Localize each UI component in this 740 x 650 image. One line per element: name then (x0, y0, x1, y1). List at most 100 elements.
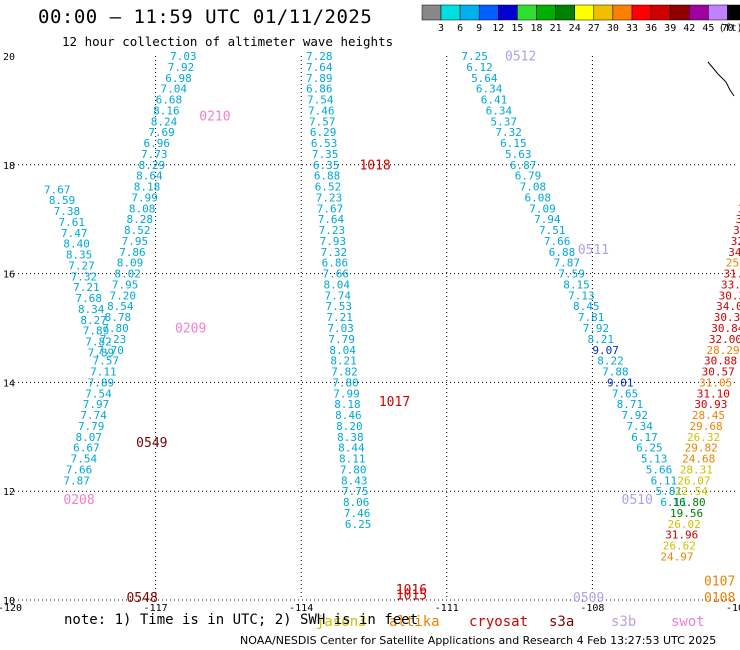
swh-reading: 7.80 (332, 376, 359, 389)
pass-label-1018: 1018 (359, 159, 390, 174)
swh-reading: 7.86 (119, 246, 146, 259)
swh-reading: 8.02 (114, 268, 141, 281)
swh-reading: 7.09 (529, 202, 556, 215)
swh-reading: 29.82 (685, 442, 718, 455)
legend-tick-39: 39 (664, 23, 676, 34)
legend-tick-6: 6 (457, 23, 463, 34)
legend-swatch-33 (631, 4, 652, 21)
swh-reading: 26.02 (668, 518, 701, 531)
swh-reading: 8.18 (134, 181, 161, 194)
y-tick-label: 16 (3, 270, 15, 281)
swh-reading: 7.08 (520, 181, 547, 194)
legend-tick-15: 15 (511, 23, 523, 34)
swh-reading: 8.34 (78, 303, 105, 316)
swh-reading: 30.39 (714, 311, 740, 324)
legend-swatch-9 (478, 4, 499, 21)
pass-label-0107: 0107 (704, 575, 735, 590)
swh-reading: 7.89 (83, 325, 110, 338)
legend-swatch-42 (689, 4, 709, 21)
legend-tick-42: 42 (683, 23, 695, 34)
swh-reading: 8.27 (80, 314, 107, 327)
pass-label-0512: 0512 (505, 50, 536, 65)
swh-reading: 34.2 (736, 213, 740, 226)
swh-reading: 8.40 (63, 238, 90, 251)
pass-label-0510: 0510 (622, 493, 653, 508)
x-tick-label: -114 (289, 603, 313, 614)
swh-reading: 8.28 (126, 213, 153, 226)
swh-reading: 30.93 (694, 398, 727, 411)
swh-reading: 7.59 (558, 268, 585, 281)
y-tick-label: 20 (3, 52, 15, 63)
swh-reading: 6.67 (73, 442, 100, 455)
legend-tick-24: 24 (569, 23, 581, 34)
satellite-legend-cryosat: cryosat (469, 614, 528, 630)
swh-reading: 8.64 (136, 170, 163, 183)
swh-reading: 7.53 (325, 300, 352, 313)
y-tick-label: 10 (3, 596, 15, 607)
pass-label-1016: 1016 (396, 583, 427, 598)
swh-reading: 26.32 (687, 431, 720, 444)
swh-reading: 7.92 (168, 61, 195, 74)
legend-swatch-24 (574, 4, 595, 21)
swh-reading: 32. (738, 202, 740, 215)
swh-reading: 7.92 (622, 409, 649, 422)
swh-reading: 7.66 (323, 268, 350, 281)
swh-reading: 8.09 (117, 257, 144, 270)
swh-reading: 6.11 (660, 496, 687, 509)
swh-reading: 7.80 (102, 322, 129, 335)
swh-reading: 6.86 (322, 257, 349, 270)
swh-reading: 8.08 (129, 202, 156, 215)
swh-reading: 7.65 (612, 387, 639, 400)
legend-tick-27: 27 (588, 23, 600, 34)
swh-reading: 16.80 (672, 496, 705, 509)
swh-reading: 7.34 (626, 420, 653, 433)
swh-reading: 6.11 (651, 474, 678, 487)
y-tick-label: 12 (3, 487, 15, 498)
legend-swatch-45 (708, 4, 728, 21)
legend-swatch-6 (459, 4, 480, 21)
swh-reading: 7.27 (68, 259, 95, 272)
swh-reading: 5.64 (471, 72, 498, 85)
swh-reading: 8.45 (573, 300, 600, 313)
legend-tick-18: 18 (530, 23, 542, 34)
swh-reading: 9.07 (592, 344, 619, 357)
swh-reading: 24.68 (682, 453, 715, 466)
swh-reading: 30.33 (719, 289, 740, 302)
legend-swatch-27 (593, 4, 614, 21)
chart-title: 00:00 – 11:59 UTC 01/11/2025 (38, 6, 373, 28)
satellite-legend-s3a: s3a (549, 614, 574, 630)
legend-swatch-30 (612, 4, 633, 21)
y-tick-label: 14 (3, 378, 15, 389)
swh-reading: 34.9 (728, 246, 740, 259)
swh-reading: 7.89 (306, 72, 333, 85)
swh-reading: 7.92 (583, 322, 610, 335)
swh-reading: 6.29 (310, 126, 337, 139)
legend-swatch-21 (555, 4, 575, 21)
swh-reading: 7.11 (90, 366, 117, 379)
pass-label-0208: 0208 (63, 493, 94, 508)
swh-reading: 7.87 (554, 257, 581, 270)
pass-label-0210: 0210 (199, 110, 230, 125)
footer-credit: NOAA/NESDIS Center for Satellite Applica… (240, 634, 717, 647)
swh-reading: 6.87 (510, 159, 536, 172)
swh-reading: 7.95 (122, 235, 149, 248)
swh-reading: 7.35 (312, 148, 339, 161)
x-tick-label: -111 (435, 603, 459, 614)
swh-reading: 7.94 (534, 213, 561, 226)
legend-tick-36: 36 (645, 23, 657, 34)
swh-reading: 7.25 (461, 50, 488, 63)
swh-reading: 8.06 (343, 496, 370, 509)
swh-reading: 8.04 (329, 344, 356, 357)
swh-reading: 7.79 (78, 420, 105, 433)
swh-reading: 7.38 (54, 205, 81, 218)
swh-reading: 32.4 (733, 224, 740, 237)
swh-reading: 19.56 (670, 507, 703, 520)
swh-reading: 9.01 (607, 376, 634, 389)
swh-reading: 7.89 (88, 346, 115, 359)
swh-reading: 7.20 (109, 289, 136, 302)
swh-reading: 7.80 (340, 463, 367, 476)
swh-reading: 28.31 (680, 463, 713, 476)
pass-label-0209: 0209 (175, 322, 206, 337)
swh-reading: 31.96 (665, 529, 698, 542)
